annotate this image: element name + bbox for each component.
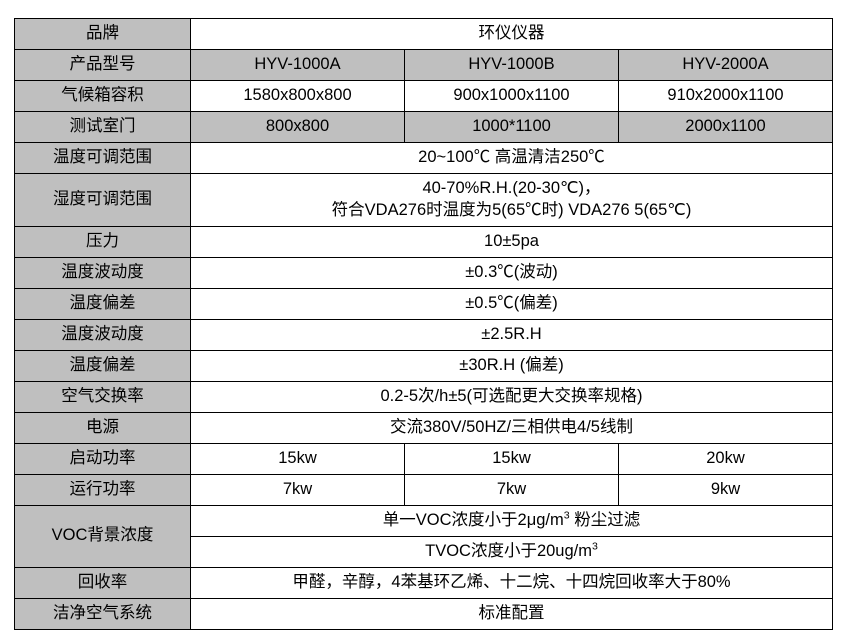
label-humid-dev: 温度偏差 (15, 350, 191, 381)
row-temp-fluct: 温度波动度 ±0.3℃(波动) (15, 257, 833, 288)
label-pressure: 压力 (15, 226, 191, 257)
value-temp-fluct: ±0.3℃(波动) (191, 257, 833, 288)
value-run-power-1: 7kw (405, 474, 619, 505)
label-humid-fluct: 温度波动度 (15, 319, 191, 350)
row-voc-bg-1: VOC背景浓度 单一VOC浓度小于2μg/m3 粉尘过滤 (15, 505, 833, 536)
value-model-0: HYV-1000A (191, 50, 405, 81)
label-run-power: 运行功率 (15, 474, 191, 505)
label-air-exchange: 空气交换率 (15, 381, 191, 412)
label-start-power: 启动功率 (15, 443, 191, 474)
value-pressure: 10±5pa (191, 226, 833, 257)
label-model: 产品型号 (15, 50, 191, 81)
value-run-power-0: 7kw (191, 474, 405, 505)
label-voc-bg: VOC背景浓度 (15, 505, 191, 567)
value-voc-bg-2: TVOC浓度小于20ug/m3 (191, 536, 833, 567)
value-humid-range: 40-70%R.H.(20-30℃)， 符合VDA276时温度为5(65℃时) … (191, 174, 833, 227)
label-power-supply: 电源 (15, 412, 191, 443)
value-power-supply: 交流380V/50HZ/三相供电4/5线制 (191, 412, 833, 443)
value-volume-0: 1580x800x800 (191, 81, 405, 112)
value-clean-air: 标准配置 (191, 598, 833, 629)
label-temp-range: 温度可调范围 (15, 143, 191, 174)
value-volume-2: 910x2000x1100 (619, 81, 833, 112)
value-run-power-2: 9kw (619, 474, 833, 505)
row-door: 测试室门 800x800 1000*1100 2000x1100 (15, 112, 833, 143)
row-air-exchange: 空气交换率 0.2-5次/h±5(可选配更大交换率规格) (15, 381, 833, 412)
value-humid-dev: ±30R.H (偏差) (191, 350, 833, 381)
value-door-0: 800x800 (191, 112, 405, 143)
value-start-power-2: 20kw (619, 443, 833, 474)
row-volume: 气候箱容积 1580x800x800 900x1000x1100 910x200… (15, 81, 833, 112)
row-power-supply: 电源 交流380V/50HZ/三相供电4/5线制 (15, 412, 833, 443)
value-volume-1: 900x1000x1100 (405, 81, 619, 112)
value-start-power-1: 15kw (405, 443, 619, 474)
row-recovery: 回收率 甲醛，辛醇，4苯基环乙烯、十二烷、十四烷回收率大于80% (15, 567, 833, 598)
label-volume: 气候箱容积 (15, 81, 191, 112)
row-temp-dev: 温度偏差 ±0.5℃(偏差) (15, 288, 833, 319)
label-brand: 品牌 (15, 19, 191, 50)
row-brand: 品牌 环仪仪器 (15, 19, 833, 50)
label-door: 测试室门 (15, 112, 191, 143)
row-run-power: 运行功率 7kw 7kw 9kw (15, 474, 833, 505)
value-temp-dev: ±0.5℃(偏差) (191, 288, 833, 319)
row-clean-air: 洁净空气系统 标准配置 (15, 598, 833, 629)
row-model: 产品型号 HYV-1000A HYV-1000B HYV-2000A (15, 50, 833, 81)
spec-table: 品牌 环仪仪器 产品型号 HYV-1000A HYV-1000B HYV-200… (14, 18, 833, 630)
label-temp-fluct: 温度波动度 (15, 257, 191, 288)
value-model-2: HYV-2000A (619, 50, 833, 81)
value-start-power-0: 15kw (191, 443, 405, 474)
value-recovery: 甲醛，辛醇，4苯基环乙烯、十二烷、十四烷回收率大于80% (191, 567, 833, 598)
label-temp-dev: 温度偏差 (15, 288, 191, 319)
row-temp-range: 温度可调范围 20~100℃ 高温清洁250℃ (15, 143, 833, 174)
row-humid-range: 湿度可调范围 40-70%R.H.(20-30℃)， 符合VDA276时温度为5… (15, 174, 833, 227)
row-humid-fluct: 温度波动度 ±2.5R.H (15, 319, 833, 350)
value-humid-range-l1: 40-70%R.H.(20-30℃)， (422, 179, 600, 197)
value-air-exchange: 0.2-5次/h±5(可选配更大交换率规格) (191, 381, 833, 412)
value-voc-bg-1: 单一VOC浓度小于2μg/m3 粉尘过滤 (191, 505, 833, 536)
row-pressure: 压力 10±5pa (15, 226, 833, 257)
label-humid-range: 湿度可调范围 (15, 174, 191, 227)
value-door-1: 1000*1100 (405, 112, 619, 143)
value-brand: 环仪仪器 (191, 19, 833, 50)
label-recovery: 回收率 (15, 567, 191, 598)
value-humid-range-l2: 符合VDA276时温度为5(65℃时) VDA276 5(65℃) (332, 201, 692, 219)
label-clean-air: 洁净空气系统 (15, 598, 191, 629)
value-model-1: HYV-1000B (405, 50, 619, 81)
value-door-2: 2000x1100 (619, 112, 833, 143)
value-humid-fluct: ±2.5R.H (191, 319, 833, 350)
row-humid-dev: 温度偏差 ±30R.H (偏差) (15, 350, 833, 381)
value-temp-range: 20~100℃ 高温清洁250℃ (191, 143, 833, 174)
row-start-power: 启动功率 15kw 15kw 20kw (15, 443, 833, 474)
